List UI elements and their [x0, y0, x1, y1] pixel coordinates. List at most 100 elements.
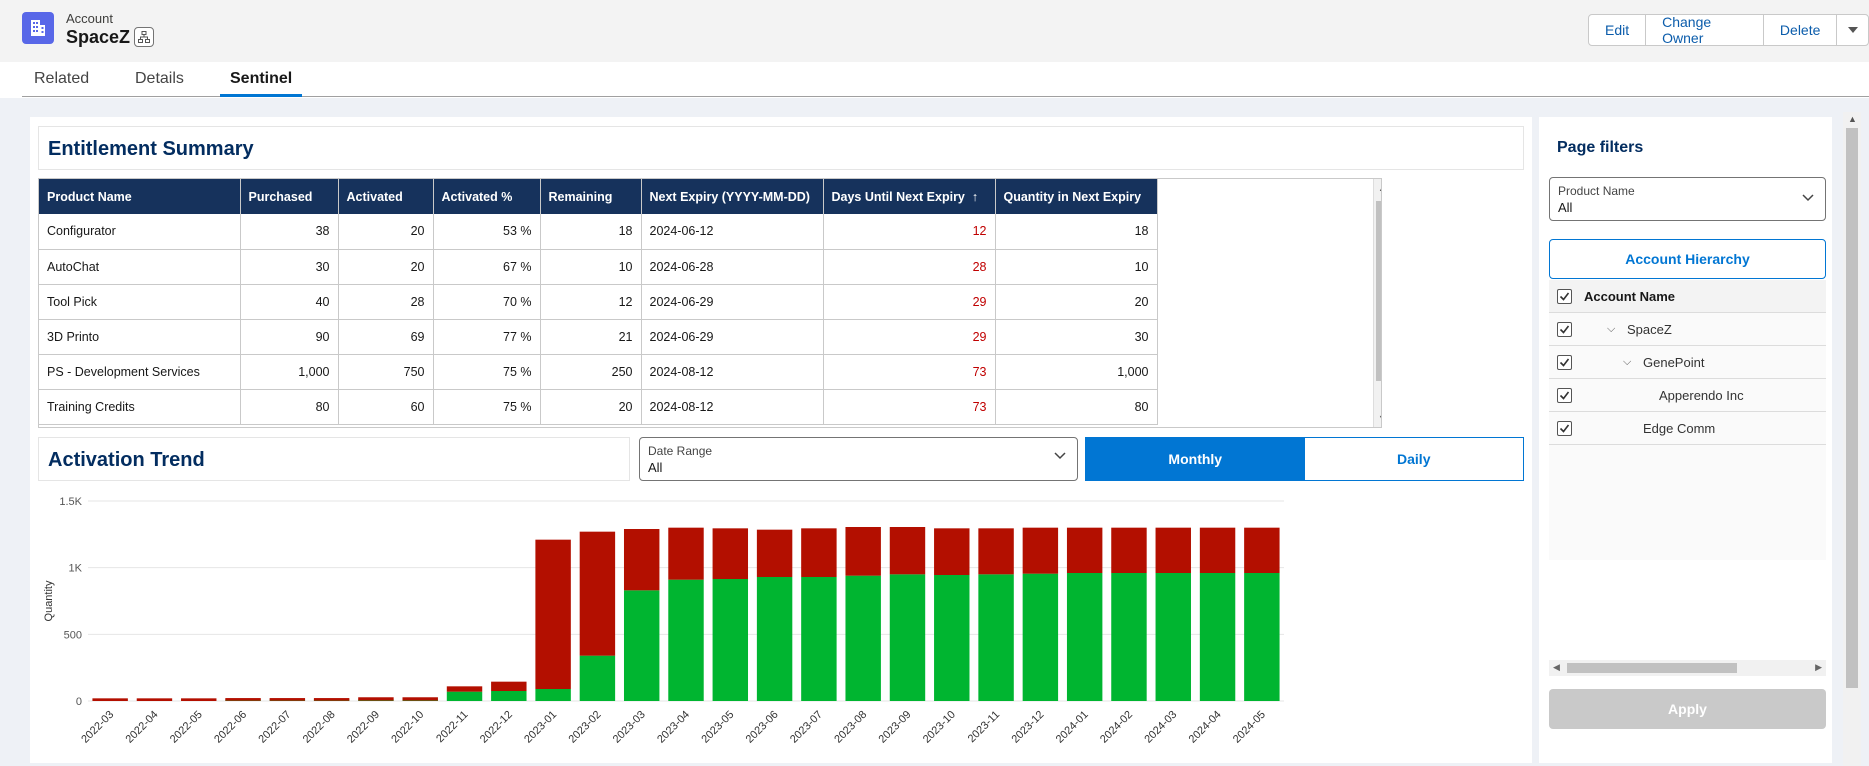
bar-activated[interactable] [1022, 573, 1059, 701]
bar-remaining[interactable] [1022, 527, 1059, 574]
bar-remaining[interactable] [313, 698, 350, 701]
hierarchy-icon[interactable] [134, 27, 154, 47]
bar-remaining[interactable] [136, 698, 173, 701]
table-row[interactable]: AutoChat 30 20 67 % 10 2024-06-28 28 10 [39, 249, 1158, 285]
scroll-up-icon[interactable]: ▲ [1848, 114, 1857, 124]
bar-remaining[interactable] [92, 698, 128, 701]
col-next-expiry[interactable]: Next Expiry (YYYY-MM-DD) [641, 179, 824, 214]
bar-activated[interactable] [1111, 573, 1147, 701]
bar-activated[interactable] [491, 691, 527, 701]
tree-row-genepoint[interactable]: ⌵ GenePoint [1549, 346, 1826, 379]
edit-button[interactable]: Edit [1589, 15, 1647, 45]
row-checkbox[interactable] [1557, 388, 1572, 403]
bar-activated[interactable] [535, 689, 571, 701]
tree-row-edge-comm[interactable]: Edge Comm [1549, 412, 1826, 445]
col-activated[interactable]: Activated [338, 179, 434, 214]
bar-remaining[interactable] [845, 527, 881, 576]
bar-activated[interactable] [668, 579, 704, 701]
scroll-thumb[interactable] [1376, 201, 1381, 381]
table-row[interactable]: Configurator 38 20 53 % 18 2024-06-12 12 18 [39, 214, 1158, 250]
apply-button[interactable]: Apply [1549, 689, 1826, 729]
bar-remaining[interactable] [1199, 527, 1236, 573]
bar-remaining[interactable] [1066, 527, 1103, 573]
bar-remaining[interactable] [978, 528, 1014, 575]
row-checkbox[interactable] [1557, 355, 1572, 370]
bar-remaining[interactable] [889, 527, 926, 575]
table-row[interactable]: 3D Printo 90 69 77 % 21 2024-06-29 29 30 [39, 319, 1158, 355]
account-hierarchy-button[interactable]: Account Hierarchy [1549, 239, 1826, 279]
bar-remaining[interactable] [623, 529, 660, 591]
scroll-right-icon[interactable]: ▶ [1815, 662, 1822, 672]
bar-activated[interactable] [623, 590, 660, 701]
bar-remaining[interactable] [801, 528, 837, 577]
bar-activated[interactable] [889, 574, 926, 701]
bar-remaining[interactable] [1111, 527, 1147, 573]
bar-remaining[interactable] [358, 697, 394, 701]
chevron-down-icon[interactable]: ⌵ [1623, 356, 1632, 368]
bar-remaining[interactable] [402, 697, 438, 701]
bar-remaining[interactable] [756, 529, 793, 577]
tree-row-apperendo[interactable]: Apperendo Inc [1549, 379, 1826, 412]
col-remaining[interactable]: Remaining [540, 179, 642, 214]
tree-horizontal-scrollbar[interactable]: ◀ ▶ [1549, 660, 1826, 676]
table-row[interactable]: Training Credits 80 60 75 % 20 2024-08-12 73 80 [39, 389, 1158, 425]
delete-button[interactable]: Delete [1764, 15, 1838, 45]
col-product-name[interactable]: Product Name [39, 179, 241, 214]
bar-remaining[interactable] [225, 698, 261, 701]
scroll-thumb[interactable] [1846, 128, 1858, 688]
monthly-button[interactable]: Monthly [1086, 438, 1305, 480]
page-vertical-scrollbar[interactable]: ▲ [1843, 112, 1861, 766]
bar-remaining[interactable] [934, 528, 970, 575]
scroll-down-icon[interactable]: ▼ [1378, 413, 1381, 423]
bar-activated[interactable] [756, 577, 793, 701]
tree-row-spacez[interactable]: ⌵ SpaceZ [1549, 313, 1826, 346]
record-actions: Edit Change Owner Delete [1588, 14, 1869, 46]
scroll-left-icon[interactable]: ◀ [1553, 662, 1560, 672]
col-qty-next-expiry[interactable]: Quantity in Next Expiry [995, 179, 1158, 214]
bar-remaining[interactable] [446, 686, 483, 692]
bar-remaining[interactable] [1155, 527, 1191, 573]
change-owner-button[interactable]: Change Owner [1646, 15, 1764, 45]
tab-related[interactable]: Related [34, 70, 90, 87]
bar-activated[interactable] [801, 577, 837, 701]
col-purchased[interactable]: Purchased [240, 179, 339, 214]
bar-remaining[interactable] [491, 681, 527, 691]
bar-activated[interactable] [579, 655, 616, 701]
col-activated-pct[interactable]: Activated % [433, 179, 541, 214]
col-days-until-expiry[interactable]: Days Until Next Expiry ↑ [823, 179, 996, 214]
bar-remaining[interactable] [269, 698, 306, 701]
chevron-down-icon[interactable]: ⌵ [1607, 323, 1616, 335]
cell-purchased: 40 [240, 284, 339, 320]
bar-remaining[interactable] [535, 539, 571, 689]
bar-remaining[interactable] [668, 527, 704, 580]
daily-button[interactable]: Daily [1397, 451, 1431, 467]
bar-remaining[interactable] [181, 698, 217, 701]
bar-activated[interactable] [1199, 573, 1236, 701]
bar-activated[interactable] [1244, 573, 1280, 701]
scroll-up-icon[interactable]: ▲ [1378, 183, 1381, 193]
bar-activated[interactable] [1066, 573, 1103, 701]
bar-activated[interactable] [978, 574, 1014, 701]
table-row[interactable]: Tool Pick 40 28 70 % 12 2024-06-29 29 20 [39, 284, 1158, 320]
date-range-select[interactable]: Date Range All [639, 437, 1078, 481]
scroll-thumb[interactable] [1567, 663, 1737, 673]
product-name-select[interactable]: Product Name All [1549, 177, 1826, 221]
bar-activated[interactable] [1155, 573, 1191, 701]
bar-remaining[interactable] [579, 531, 616, 656]
x-tick-label: 2022-08 [301, 709, 338, 746]
bar-activated[interactable] [446, 691, 483, 701]
row-checkbox[interactable] [1557, 322, 1572, 337]
table-row[interactable]: PS - Development Services 1,000 750 75 % 250… [39, 354, 1158, 390]
bar-remaining[interactable] [1244, 527, 1280, 573]
bar-remaining[interactable] [712, 528, 749, 579]
row-checkbox[interactable] [1557, 421, 1572, 436]
tree-header-row: Account Name [1549, 280, 1826, 313]
tab-details[interactable]: Details [135, 70, 184, 87]
bar-activated[interactable] [712, 579, 749, 701]
select-all-checkbox[interactable] [1557, 289, 1572, 304]
tab-sentinel[interactable]: Sentinel [230, 70, 293, 87]
bar-activated[interactable] [934, 575, 970, 701]
chevron-down-icon[interactable] [1837, 15, 1868, 45]
table-vertical-scrollbar[interactable]: ▲ ▼ [1373, 179, 1381, 427]
bar-activated[interactable] [845, 575, 881, 701]
